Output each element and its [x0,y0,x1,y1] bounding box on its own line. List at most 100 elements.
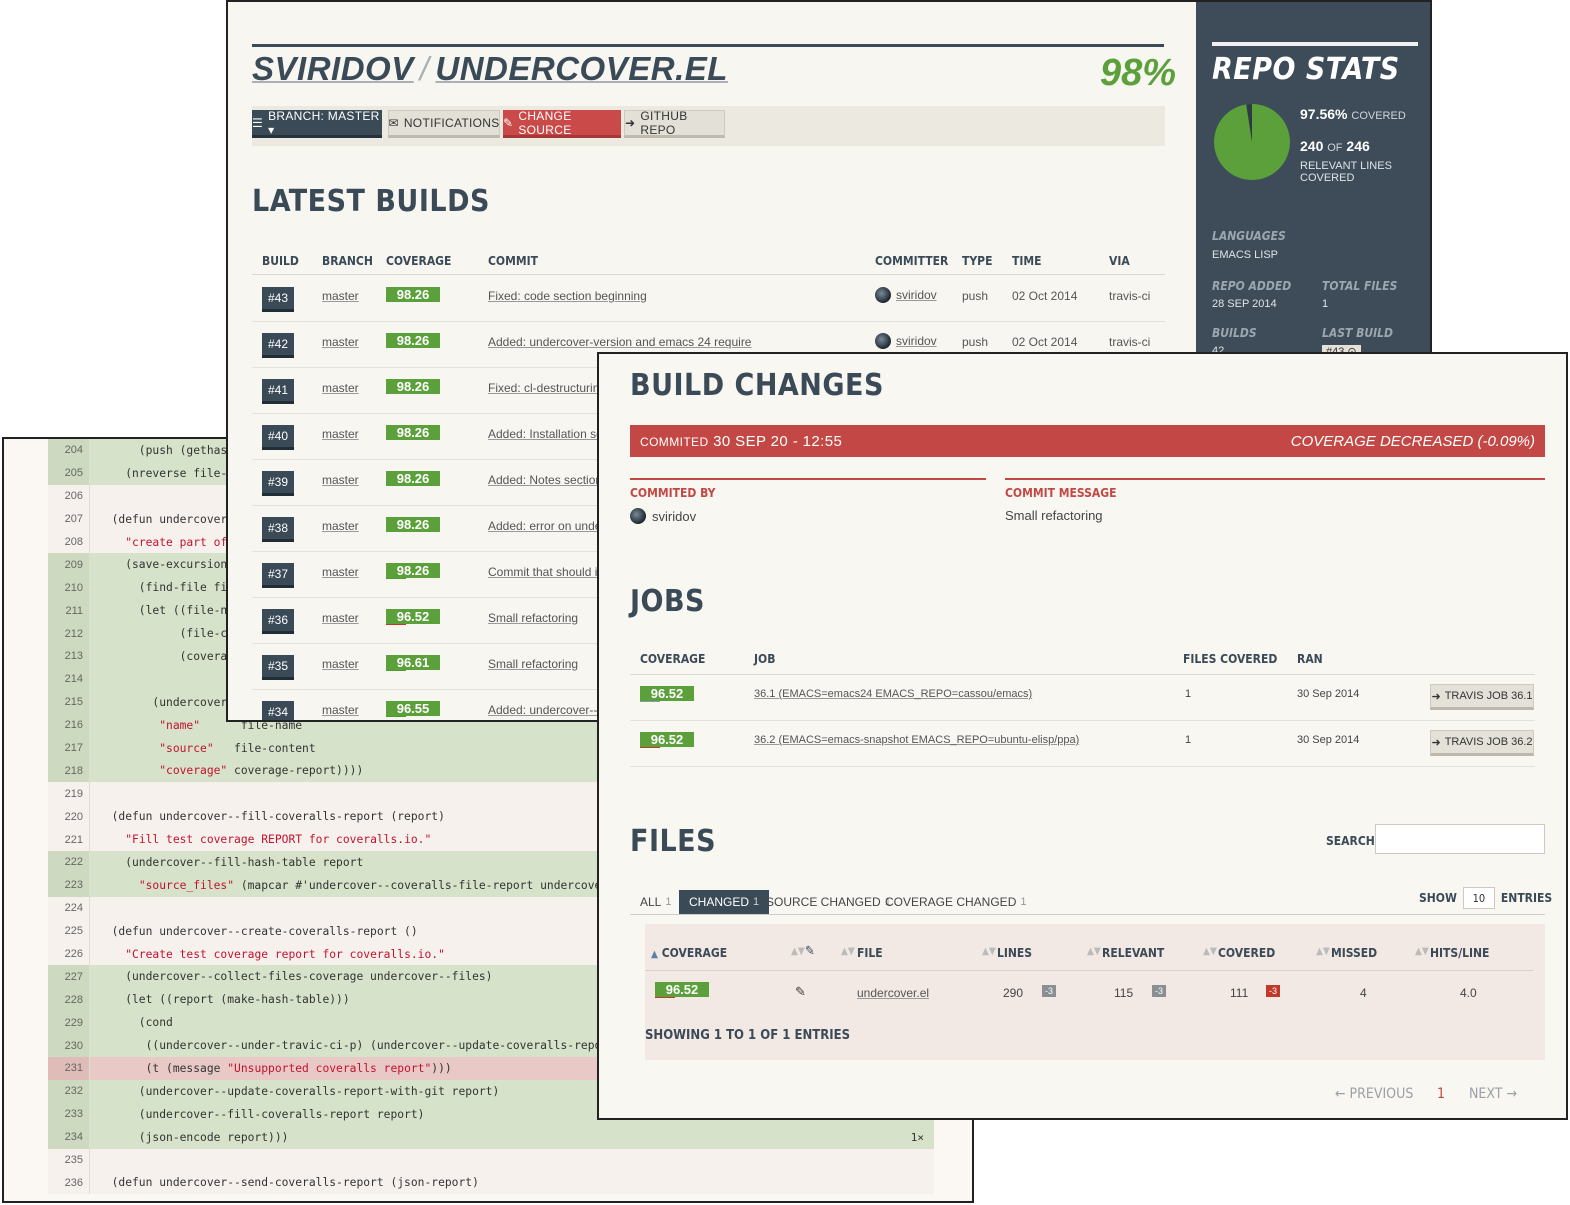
line-number: 219 [48,782,90,806]
build-branch-link[interactable]: master [322,381,359,395]
repo-name-link[interactable]: UNDERCOVER.EL [435,50,728,87]
line-number: 229 [48,1011,90,1035]
build-number-badge[interactable]: #37 [262,563,295,588]
col-commit[interactable]: COMMIT [488,254,538,268]
branch-select-button[interactable]: ☰ BRANCH: MASTER ▾ [252,109,382,138]
build-branch-link[interactable]: master [322,703,359,717]
build-type: push [962,289,989,303]
repo-added-label: REPO ADDED [1212,279,1292,293]
files-col-coverage[interactable]: ▲ COVERAGE [651,946,727,960]
commit-author: sviridov [630,508,696,524]
commit-message-link[interactable]: Added: undercover-version and emacs 24 r… [488,335,752,349]
job-link[interactable]: 36.1 (EMACS=emacs24 EMACS_REPO=cassou/em… [754,688,1033,700]
build-number-badge[interactable]: #36 [262,609,295,634]
commit-message-link[interactable]: Commit that should in [488,565,605,579]
files-col-hits-line[interactable]: HITS/LINE [1430,946,1490,960]
sort-icon: ▲▼ [1087,946,1101,957]
notifications-button[interactable]: ✉ NOTIFICATIONS [388,110,500,138]
tab-source-changed[interactable]: SOURCE CHANGED 1 [756,890,901,914]
col-time[interactable]: TIME [1012,254,1042,268]
files-col-missed[interactable]: MISSED [1331,946,1378,960]
code-plain: (defun undercover--send-coveralls-report… [98,1176,479,1190]
files-col-lines[interactable]: LINES [997,946,1033,960]
col-type[interactable]: TYPE [962,254,993,268]
jobs-col-ran[interactable]: RAN [1297,652,1323,666]
code-text: (undercover--collect-files-coverage unde… [90,970,492,983]
col-coverage[interactable]: COVERAGE [386,254,452,268]
pencil-icon[interactable]: ✎ [795,984,806,999]
build-branch-link[interactable]: master [322,427,359,441]
file-covered: 111 [1230,986,1249,1000]
files-col-covered[interactable]: COVERED [1218,946,1276,960]
page-number-1[interactable]: 1 [1437,1086,1446,1102]
tab-all[interactable]: ALL 1 [630,890,681,914]
jobs-col-job[interactable]: JOB [754,652,776,666]
col-via[interactable]: VIA [1109,254,1130,268]
tab-changed[interactable]: CHANGED 1 [679,890,770,914]
code-text: (json-encode report))) [90,1130,289,1144]
commit-message-link[interactable]: Added: error on undefi [488,519,608,533]
travis-job-button[interactable]: ➜ TRAVIS JOB 36.1 [1430,684,1534,710]
commit-message-label: COMMIT MESSAGE [1005,486,1117,500]
build-branch-link[interactable]: master [322,519,359,533]
build-branch-link[interactable]: master [322,565,359,579]
build-number-badge[interactable]: #42 [262,333,295,358]
tab-coverage-changed[interactable]: COVERAGE CHANGED 1 [875,890,1036,914]
build-number-badge[interactable]: #34 [262,701,295,720]
committer-name[interactable]: sviridov [896,288,937,302]
commit-message-link[interactable]: Added: Installation sec [488,427,609,441]
commit-message-link[interactable]: Small refactoring [488,657,579,671]
files-col-relevant[interactable]: RELEVANT [1102,946,1165,960]
page-size-select[interactable]: 10 [1462,887,1495,909]
github-repo-button[interactable]: ➜ GITHUB REPO [624,109,725,138]
repo-owner-link[interactable]: SVIRIDOV [252,50,414,87]
col-build[interactable]: BUILD [262,254,299,268]
build-number-badge[interactable]: #38 [262,517,295,542]
col-branch[interactable]: BRANCH [322,254,373,268]
build-number-badge[interactable]: #39 [262,471,295,496]
build-number-badge[interactable]: #43 [262,287,295,312]
build-number-badge[interactable]: #40 [262,425,295,450]
files-col-file[interactable]: FILE [857,946,883,960]
build-number-badge[interactable]: #41 [262,379,295,404]
change-source-button[interactable]: ✎ CHANGE SOURCE [503,109,621,138]
committer-name[interactable]: sviridov [896,334,937,348]
code-plain: (defun undercover--fill-coveralls-report… [98,810,445,824]
build-branch-link[interactable]: master [322,473,359,487]
code-plain: (json-encode report))) [98,1130,289,1144]
build-branch-link[interactable]: master [322,289,359,303]
commit-message-link[interactable]: Added: undercover--fil [488,703,607,717]
code-text: (defun undercover--create-coveralls-repo… [90,925,418,938]
col-committer[interactable]: COMMITTER [875,254,949,268]
build-branch-link[interactable]: master [322,657,359,671]
file-row[interactable]: ⬇96.52 ✎ undercover.el 290 -3 115 -3 111… [645,974,1533,1008]
build-number-badge[interactable]: #35 [262,655,295,680]
commit-message-link[interactable]: Fixed: cl-destructuring [488,381,607,395]
commit-message-link[interactable]: Fixed: code section beginning [488,289,647,303]
build-branch-link[interactable]: master [322,611,359,625]
jobs-col-coverage[interactable]: COVERAGE [640,652,706,666]
next-page-button[interactable]: NEXT → [1469,1086,1518,1102]
build-branch-link[interactable]: master [322,335,359,349]
search-input[interactable] [1375,824,1545,854]
commit-message-link[interactable]: Added: Notes section [488,473,603,487]
code-plain: (nreverse file-c [98,466,235,480]
jobs-col-files-covered[interactable]: FILES COVERED [1183,652,1278,666]
job-link[interactable]: 36.2 (EMACS=emacs-snapshot EMACS_REPO=ub… [754,734,1080,746]
commit-message-link[interactable]: Small refactoring [488,611,579,625]
previous-page-button[interactable]: ← PREVIOUS [1335,1086,1414,1102]
job-files-covered: 1 [1185,688,1192,700]
travis-job-button[interactable]: ➜ TRAVIS JOB 36.2 [1430,730,1534,756]
line-number: 204 [48,439,90,462]
repo-title-separator: / [419,50,430,87]
file-name-link[interactable]: undercover.el [857,986,930,1000]
line-number: 208 [48,530,90,554]
commit-author-name[interactable]: sviridov [652,508,697,524]
